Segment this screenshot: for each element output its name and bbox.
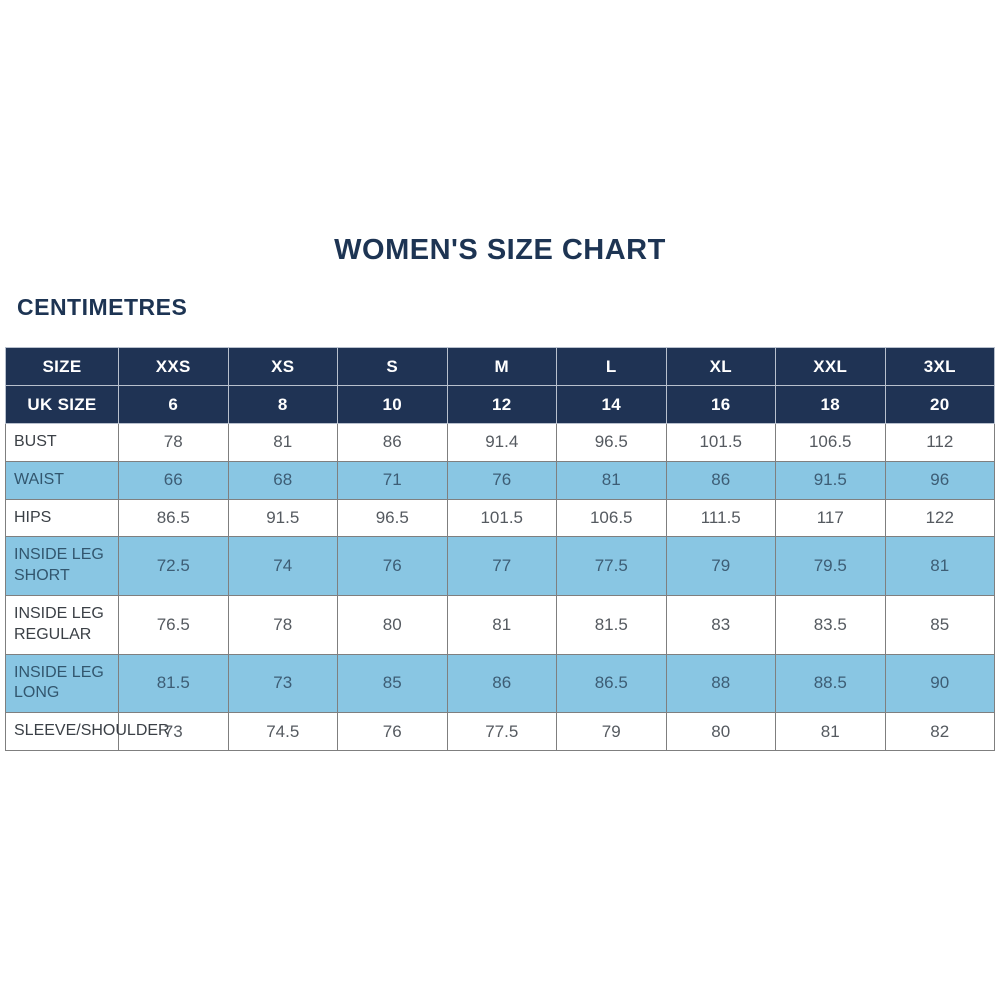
table-row: INSIDE LEG SHORT 72.5 74 76 77 77.5 79 79.5 81 <box>5 536 995 596</box>
column-header-xxs: XXS <box>118 347 229 386</box>
cell-value: 111.5 <box>665 498 776 538</box>
cell-value: 76 <box>337 712 448 751</box>
row-label: INSIDE LEG REGULAR <box>5 594 119 655</box>
cell-value: 96 <box>884 460 995 500</box>
uk-size-value: 18 <box>775 385 886 424</box>
cell-value: 106.5 <box>556 498 667 538</box>
unit-label: CENTIMETRES <box>17 294 188 320</box>
cell-value: 122 <box>884 498 995 538</box>
cell-value: 96.5 <box>556 423 667 462</box>
size-chart-page: WOMEN'S SIZE CHART CENTIMETRES SIZE XXS … <box>0 234 1000 1000</box>
row-label: HIPS <box>5 498 119 538</box>
cell-value: 81 <box>884 536 995 596</box>
cell-value: 72.5 <box>118 536 229 596</box>
table-row: HIPS 86.5 91.5 96.5 101.5 106.5 111.5 117 122 <box>5 498 995 538</box>
cell-value: 81.5 <box>118 653 229 714</box>
uk-size-row: UK SIZE 6 8 10 12 14 16 18 20 <box>5 385 995 424</box>
uk-size-value: 8 <box>227 385 338 424</box>
cell-value: 101.5 <box>665 423 776 462</box>
cell-value: 85 <box>884 594 995 655</box>
row-label: INSIDE LEG LONG <box>5 653 119 714</box>
cell-value: 82 <box>884 712 995 751</box>
cell-value: 85 <box>337 653 448 714</box>
cell-value: 91.4 <box>446 423 557 462</box>
cell-value: 73 <box>227 653 338 714</box>
cell-value: 83.5 <box>775 594 886 655</box>
cell-value: 90 <box>884 653 995 714</box>
cell-value: 86 <box>665 460 776 500</box>
cell-value: 86.5 <box>118 498 229 538</box>
column-header-xxl: XXL <box>775 347 886 386</box>
table-row: BUST 78 81 86 91.4 96.5 101.5 106.5 112 <box>5 423 995 462</box>
cell-value: 112 <box>884 423 995 462</box>
cell-value: 86 <box>446 653 557 714</box>
cell-value: 86.5 <box>556 653 667 714</box>
cell-value: 88.5 <box>775 653 886 714</box>
column-header-size: SIZE <box>5 347 119 386</box>
page-title: WOMEN'S SIZE CHART <box>334 234 666 266</box>
column-header-xl: XL <box>665 347 776 386</box>
cell-value: 79 <box>556 712 667 751</box>
cell-value: 74 <box>227 536 338 596</box>
row-label: INSIDE LEG SHORT <box>5 536 119 596</box>
cell-value: 101.5 <box>446 498 557 538</box>
size-chart-body: BUST 78 81 86 91.4 96.5 101.5 106.5 112 WAIST 66 68… <box>5 423 995 751</box>
cell-value: 96.5 <box>337 498 448 538</box>
row-label: BUST <box>5 423 119 462</box>
cell-value: 76 <box>446 460 557 500</box>
column-header-m: M <box>446 347 557 386</box>
cell-value: 91.5 <box>227 498 338 538</box>
table-row: WAIST 66 68 71 76 81 86 91.5 96 <box>5 460 995 500</box>
cell-value: 86 <box>337 423 448 462</box>
uk-size-value: 6 <box>118 385 229 424</box>
cell-value: 74.5 <box>227 712 338 751</box>
row-label: WAIST <box>5 460 119 500</box>
cell-value: 77 <box>446 536 557 596</box>
cell-value: 117 <box>775 498 886 538</box>
table-row: SLEEVE/SHOULDER 73 74.5 76 77.5 79 80 81 82 <box>5 712 995 751</box>
cell-value: 77.5 <box>556 536 667 596</box>
uk-size-value: 12 <box>446 385 557 424</box>
table-row: INSIDE LEG REGULAR 76.5 78 80 81 81.5 83 83.5 85 <box>5 594 995 655</box>
cell-value: 91.5 <box>775 460 886 500</box>
column-header-xs: XS <box>227 347 338 386</box>
uk-size-value: 14 <box>556 385 667 424</box>
cell-value: 71 <box>337 460 448 500</box>
cell-value: 81 <box>775 712 886 751</box>
uk-size-value: 16 <box>665 385 776 424</box>
uk-size-value: 20 <box>884 385 995 424</box>
column-header-s: S <box>337 347 448 386</box>
uk-size-value: 10 <box>337 385 448 424</box>
cell-value: 80 <box>337 594 448 655</box>
cell-value: 81 <box>227 423 338 462</box>
cell-value: 80 <box>665 712 776 751</box>
cell-value: 81 <box>446 594 557 655</box>
cell-value: 66 <box>118 460 229 500</box>
cell-value: 83 <box>665 594 776 655</box>
cell-value: 88 <box>665 653 776 714</box>
row-label: SLEEVE/SHOULDER <box>5 712 170 751</box>
cell-value: 73 <box>118 712 229 751</box>
cell-value: 76.5 <box>118 594 229 655</box>
column-header-l: L <box>556 347 667 386</box>
cell-value: 79 <box>665 536 776 596</box>
cell-value: 78 <box>227 594 338 655</box>
cell-value: 81.5 <box>556 594 667 655</box>
cell-value: 106.5 <box>775 423 886 462</box>
cell-value: 68 <box>227 460 338 500</box>
size-chart-table: SIZE XXS XS S M L XL XXL 3XL UK SIZE 6 8… <box>5 347 995 751</box>
cell-value: 78 <box>118 423 229 462</box>
size-header-row: SIZE XXS XS S M L XL XXL 3XL <box>5 347 995 386</box>
cell-value: 81 <box>556 460 667 500</box>
uk-size-label: UK SIZE <box>5 385 119 424</box>
cell-value: 79.5 <box>775 536 886 596</box>
column-header-3xl: 3XL <box>884 347 995 386</box>
cell-value: 76 <box>337 536 448 596</box>
table-row: INSIDE LEG LONG 81.5 73 85 86 86.5 88 88.5 90 <box>5 653 995 714</box>
cell-value: 77.5 <box>446 712 557 751</box>
